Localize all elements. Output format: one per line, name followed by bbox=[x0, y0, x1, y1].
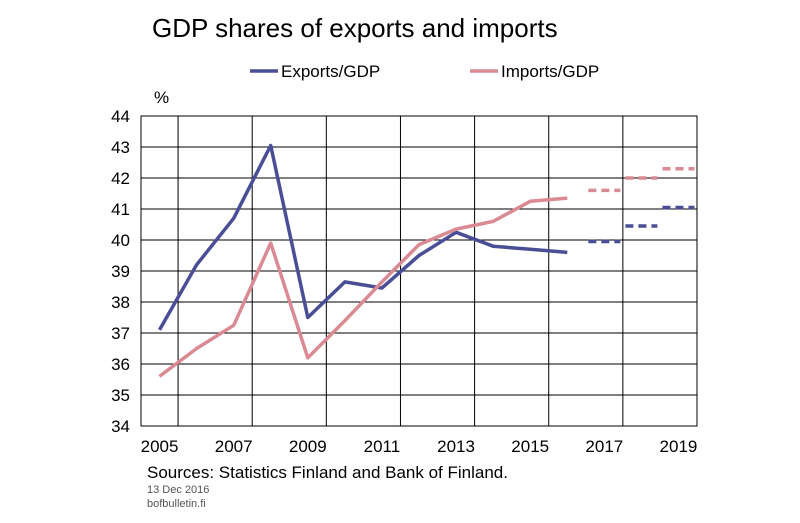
y-axis-unit: % bbox=[154, 88, 169, 107]
plot-frame bbox=[140, 115, 698, 427]
series-lines bbox=[157, 143, 695, 378]
legend: Exports/GDP Imports/GDP bbox=[250, 62, 599, 81]
x-tick-label: 2011 bbox=[364, 437, 401, 456]
y-tick-label: 34 bbox=[111, 417, 130, 436]
x-tick-label: 2019 bbox=[660, 437, 698, 456]
y-tick-label: 36 bbox=[111, 355, 130, 374]
y-tick-labels: 34 35 36 37 38 39 40 41 42 43 44 bbox=[111, 107, 130, 436]
x-tick-label: 2005 bbox=[141, 437, 179, 456]
y-tick-label: 38 bbox=[111, 293, 130, 312]
y-tick-label: 43 bbox=[111, 138, 130, 157]
y-tick-label: 41 bbox=[111, 200, 130, 219]
legend-label-imports: Imports/GDP bbox=[501, 62, 599, 81]
x-tick-label: 2015 bbox=[511, 437, 549, 456]
x-tick-label: 2017 bbox=[585, 437, 623, 456]
legend-label-exports: Exports/GDP bbox=[281, 62, 380, 81]
sources-note: Sources: Statistics Finland and Bank of … bbox=[147, 463, 508, 482]
x-tick-label: 2013 bbox=[437, 437, 475, 456]
series-line bbox=[157, 143, 568, 331]
y-tick-label: 42 bbox=[111, 169, 130, 188]
series-line bbox=[158, 196, 568, 378]
y-tick-label: 35 bbox=[111, 386, 130, 405]
y-tick-label: 39 bbox=[111, 262, 130, 281]
grid bbox=[141, 115, 697, 427]
x-tick-label: 2007 bbox=[215, 437, 253, 456]
y-tick-label: 44 bbox=[111, 107, 130, 126]
publication-date: 13 Dec 2016 bbox=[147, 484, 209, 496]
x-tick-label: 2009 bbox=[289, 437, 327, 456]
y-tick-label: 37 bbox=[111, 324, 130, 343]
site-name: bofbulletin.fi bbox=[147, 498, 206, 510]
x-tick-labels: 2005 2007 2009 2011 2013 2015 2017 2019 bbox=[141, 437, 698, 456]
chart-title: GDP shares of exports and imports bbox=[152, 13, 558, 43]
y-tick-label: 40 bbox=[111, 231, 130, 250]
